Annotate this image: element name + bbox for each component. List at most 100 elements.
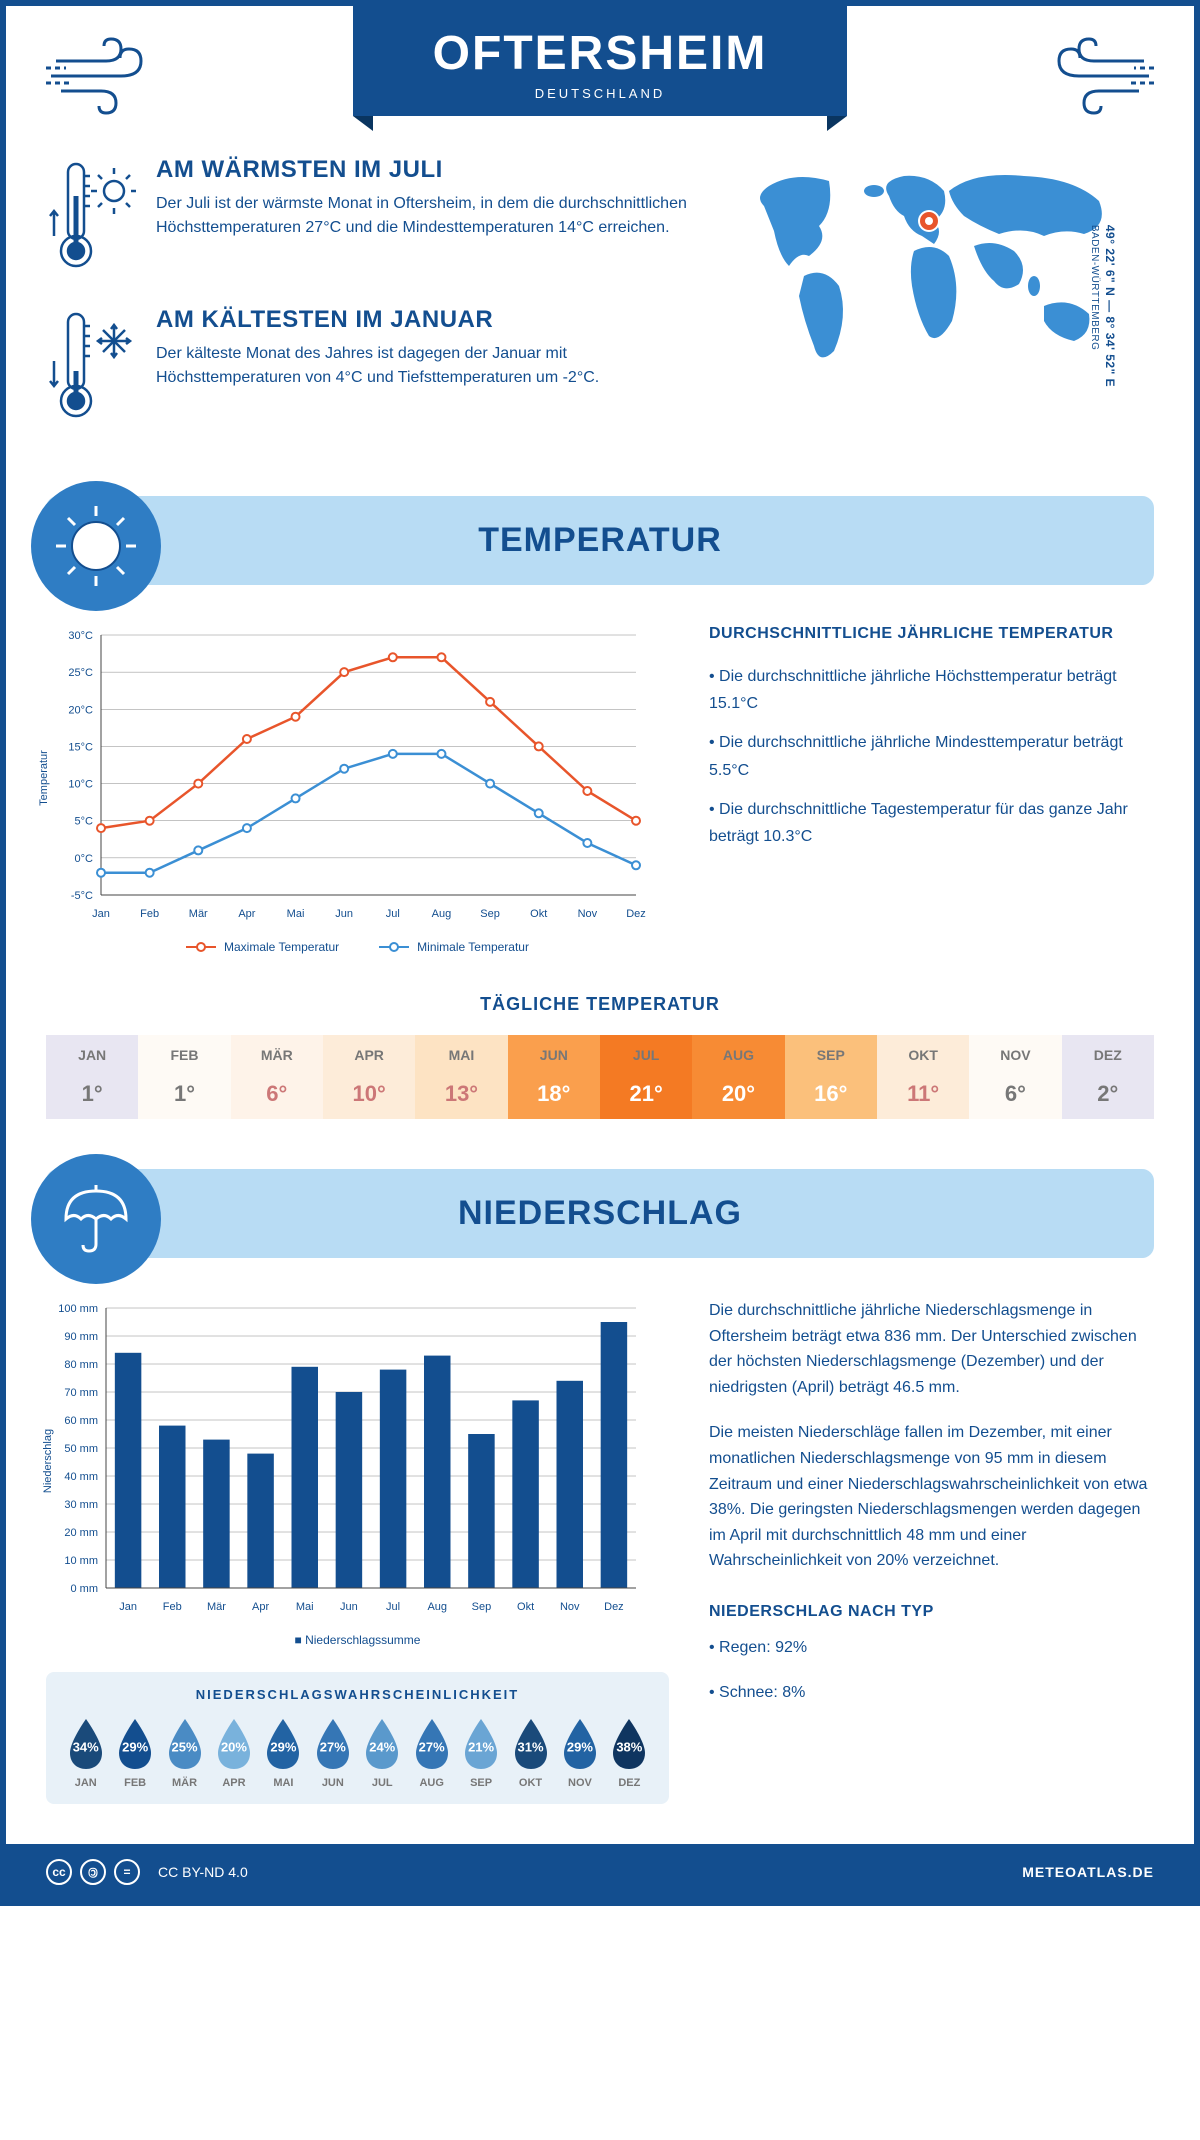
daily-cell: OKT 11° bbox=[877, 1035, 969, 1119]
prob-cell: 34% JAN bbox=[61, 1717, 110, 1789]
wind-icon bbox=[46, 31, 166, 121]
prob-cell: 31% OKT bbox=[506, 1717, 555, 1789]
prob-cell: 29% MAI bbox=[259, 1717, 308, 1789]
svg-text:Sep: Sep bbox=[472, 1601, 492, 1613]
umbrella-icon bbox=[56, 1179, 136, 1259]
daily-cell: JAN 1° bbox=[46, 1035, 138, 1119]
temp-ylabel: Temperatur bbox=[38, 750, 50, 806]
svg-text:50 mm: 50 mm bbox=[64, 1443, 98, 1455]
svg-text:Aug: Aug bbox=[427, 1601, 447, 1613]
page-footer: cc 🄯 = CC BY-ND 4.0 METEOATLAS.DE bbox=[6, 1844, 1194, 1900]
probability-panel: NIEDERSCHLAGSWAHRSCHEINLICHKEIT 34% JAN … bbox=[46, 1672, 669, 1804]
probability-title: NIEDERSCHLAGSWAHRSCHEINLICHKEIT bbox=[61, 1687, 654, 1702]
svg-text:15°C: 15°C bbox=[68, 741, 93, 753]
svg-text:80 mm: 80 mm bbox=[64, 1359, 98, 1371]
coldest-block: AM KÄLTESTEN IM JANUAR Der kälteste Mona… bbox=[46, 306, 694, 426]
thermometer-hot-icon bbox=[46, 156, 136, 276]
svg-text:5°C: 5°C bbox=[75, 816, 94, 828]
svg-text:Jul: Jul bbox=[386, 1601, 400, 1613]
prob-cell: 20% APR bbox=[209, 1717, 258, 1789]
warmest-text: Der Juli ist der wärmste Monat in Ofters… bbox=[156, 192, 694, 240]
precip-legend: Niederschlagssumme bbox=[46, 1633, 669, 1647]
title-banner: OFTERSHEIM DEUTSCHLAND bbox=[353, 6, 848, 116]
svg-text:30°C: 30°C bbox=[68, 630, 93, 642]
precip-type-title: NIEDERSCHLAG NACH TYP bbox=[709, 1599, 1154, 1625]
daily-cell: MAI 13° bbox=[415, 1035, 507, 1119]
svg-text:Apr: Apr bbox=[238, 908, 255, 920]
svg-text:Jul: Jul bbox=[386, 908, 400, 920]
precipitation-bar-chart: Niederschlag 0 mm10 mm20 mm30 mm40 mm50 … bbox=[46, 1298, 669, 1623]
temperature-line-chart: Temperatur -5°C0°C5°C10°C15°C20°C25°C30°… bbox=[46, 625, 669, 954]
country-name: DEUTSCHLAND bbox=[433, 86, 768, 101]
page-header: OFTERSHEIM DEUTSCHLAND bbox=[6, 6, 1194, 116]
daily-temp-grid: JAN 1° FEB 1° MÄR 6° APR 10° MAI 13° JUN… bbox=[46, 1035, 1154, 1119]
svg-text:Jun: Jun bbox=[340, 1601, 358, 1613]
daily-cell: DEZ 2° bbox=[1062, 1035, 1154, 1119]
coldest-title: AM KÄLTESTEN IM JANUAR bbox=[156, 306, 694, 334]
site-name: METEOATLAS.DE bbox=[1022, 1864, 1154, 1880]
svg-text:100 mm: 100 mm bbox=[58, 1303, 98, 1315]
svg-text:Mai: Mai bbox=[287, 908, 305, 920]
wind-icon bbox=[1034, 31, 1154, 121]
svg-text:Dez: Dez bbox=[626, 908, 646, 920]
sun-icon bbox=[51, 501, 141, 591]
svg-text:70 mm: 70 mm bbox=[64, 1387, 98, 1399]
daily-cell: APR 10° bbox=[323, 1035, 415, 1119]
svg-text:Okt: Okt bbox=[517, 1601, 534, 1613]
svg-text:Mär: Mär bbox=[189, 908, 208, 920]
svg-text:Okt: Okt bbox=[530, 908, 547, 920]
svg-text:Sep: Sep bbox=[480, 908, 500, 920]
temp-legend: Maximale Temperatur Minimale Temperatur bbox=[46, 940, 669, 954]
prob-cell: 29% FEB bbox=[110, 1717, 159, 1789]
prob-cell: 29% NOV bbox=[555, 1717, 604, 1789]
svg-text:40 mm: 40 mm bbox=[64, 1471, 98, 1483]
svg-text:Feb: Feb bbox=[163, 1601, 182, 1613]
svg-text:Mär: Mär bbox=[207, 1601, 226, 1613]
svg-text:Mai: Mai bbox=[296, 1601, 314, 1613]
city-name: OFTERSHEIM bbox=[433, 26, 768, 81]
prob-cell: 38% DEZ bbox=[605, 1717, 654, 1789]
coldest-text: Der kälteste Monat des Jahres ist dagege… bbox=[156, 342, 694, 390]
daily-cell: FEB 1° bbox=[138, 1035, 230, 1119]
precip-section-title: NIEDERSCHLAG bbox=[71, 1194, 1129, 1233]
temp-summary-title: DURCHSCHNITTLICHE JÄHRLICHE TEMPERATUR bbox=[709, 625, 1154, 643]
svg-text:Apr: Apr bbox=[252, 1601, 269, 1613]
temp-section-title: TEMPERATUR bbox=[71, 521, 1129, 560]
svg-text:Aug: Aug bbox=[432, 908, 452, 920]
prob-cell: 24% JUL bbox=[358, 1717, 407, 1789]
daily-cell: NOV 6° bbox=[969, 1035, 1061, 1119]
prob-cell: 21% SEP bbox=[456, 1717, 505, 1789]
svg-text:Feb: Feb bbox=[140, 908, 159, 920]
license-badge: cc 🄯 = CC BY-ND 4.0 bbox=[46, 1859, 248, 1885]
svg-text:20°C: 20°C bbox=[68, 704, 93, 716]
temp-section-banner: TEMPERATUR bbox=[46, 496, 1154, 585]
precip-ylabel: Niederschlag bbox=[42, 1428, 54, 1492]
svg-text:0°C: 0°C bbox=[75, 853, 94, 865]
daily-cell: JUL 21° bbox=[600, 1035, 692, 1119]
svg-text:30 mm: 30 mm bbox=[64, 1499, 98, 1511]
svg-text:-5°C: -5°C bbox=[71, 890, 93, 902]
warmest-block: AM WÄRMSTEN IM JULI Der Juli ist der wär… bbox=[46, 156, 694, 276]
daily-cell: AUG 20° bbox=[692, 1035, 784, 1119]
temp-summary: DURCHSCHNITTLICHE JÄHRLICHE TEMPERATUR •… bbox=[709, 625, 1154, 954]
svg-text:Dez: Dez bbox=[604, 1601, 624, 1613]
daily-cell: JUN 18° bbox=[508, 1035, 600, 1119]
svg-text:Jan: Jan bbox=[119, 1601, 137, 1613]
world-map: 49° 22' 6" N — 8° 34' 52" E BADEN-WÜRTTE… bbox=[734, 156, 1154, 456]
coordinates: 49° 22' 6" N — 8° 34' 52" E BADEN-WÜRTTE… bbox=[1089, 225, 1117, 387]
thermometer-cold-icon bbox=[46, 306, 136, 426]
svg-text:20 mm: 20 mm bbox=[64, 1527, 98, 1539]
prob-cell: 25% MÄR bbox=[160, 1717, 209, 1789]
daily-temp-title: TÄGLICHE TEMPERATUR bbox=[46, 994, 1154, 1015]
precip-summary: Die durchschnittliche jährliche Niedersc… bbox=[709, 1298, 1154, 1804]
svg-text:Jun: Jun bbox=[335, 908, 353, 920]
daily-cell: SEP 16° bbox=[785, 1035, 877, 1119]
svg-text:90 mm: 90 mm bbox=[64, 1331, 98, 1343]
warmest-title: AM WÄRMSTEN IM JULI bbox=[156, 156, 694, 184]
prob-cell: 27% JUN bbox=[308, 1717, 357, 1789]
svg-text:Nov: Nov bbox=[560, 1601, 580, 1613]
svg-text:10 mm: 10 mm bbox=[64, 1555, 98, 1567]
svg-text:0 mm: 0 mm bbox=[71, 1583, 99, 1595]
svg-text:10°C: 10°C bbox=[68, 779, 93, 791]
daily-cell: MÄR 6° bbox=[231, 1035, 323, 1119]
